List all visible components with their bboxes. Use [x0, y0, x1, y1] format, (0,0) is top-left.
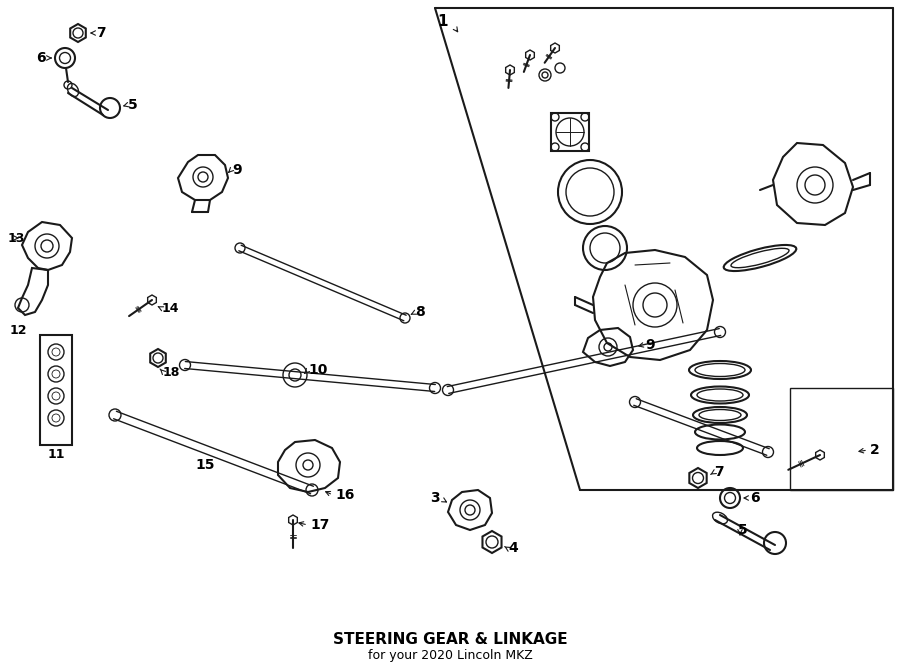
Text: 3: 3 — [430, 491, 440, 505]
Text: 8: 8 — [415, 305, 425, 319]
Text: 5: 5 — [128, 98, 138, 112]
Text: 7: 7 — [714, 465, 724, 479]
Text: 1: 1 — [437, 15, 447, 30]
Text: 2: 2 — [870, 443, 880, 457]
Text: 9: 9 — [232, 163, 241, 177]
Text: 10: 10 — [308, 363, 328, 377]
Text: 6: 6 — [36, 51, 46, 65]
Text: 6: 6 — [750, 491, 760, 505]
Text: 15: 15 — [195, 458, 214, 472]
Text: 18: 18 — [163, 365, 180, 379]
Text: 9: 9 — [645, 338, 654, 352]
Bar — [551, 113, 589, 151]
Text: 17: 17 — [310, 518, 329, 532]
Text: 14: 14 — [162, 301, 179, 314]
Bar — [40, 335, 72, 445]
Text: 11: 11 — [47, 448, 65, 461]
Bar — [790, 388, 893, 490]
Text: 12: 12 — [10, 324, 27, 336]
Text: 16: 16 — [335, 488, 355, 502]
Text: for your 2020 Lincoln MKZ: for your 2020 Lincoln MKZ — [367, 649, 533, 661]
Text: 4: 4 — [508, 541, 518, 555]
Text: 5: 5 — [738, 523, 748, 537]
Text: 13: 13 — [8, 232, 25, 244]
Text: STEERING GEAR & LINKAGE: STEERING GEAR & LINKAGE — [333, 632, 567, 647]
Text: 7: 7 — [96, 26, 105, 40]
